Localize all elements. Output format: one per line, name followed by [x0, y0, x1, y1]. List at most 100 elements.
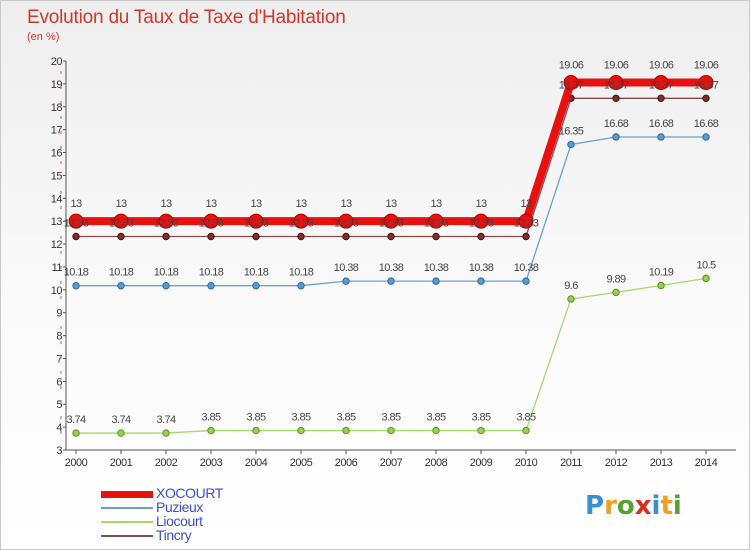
- data-point-puzieux: [162, 282, 170, 290]
- data-point-liocourt: [567, 295, 575, 303]
- data-label-puzieux: 16.35: [559, 126, 584, 138]
- data-label-puzieux: 10.18: [64, 267, 89, 279]
- data-label-xocourt: 19.06: [649, 60, 674, 72]
- data-point-tincry: [702, 94, 710, 102]
- data-label-xocourt: 13: [475, 198, 487, 210]
- data-point-xocourt: [608, 75, 624, 91]
- data-label-liocourt: 3.85: [471, 412, 490, 424]
- y-tick-label: 7: [56, 353, 62, 365]
- data-label-tincry: 12.33: [199, 218, 224, 230]
- data-point-tincry: [657, 94, 665, 102]
- data-point-tincry: [387, 232, 395, 241]
- data-point-tincry: [117, 232, 125, 241]
- legend-swatch: [101, 490, 153, 498]
- data-label-puzieux: 10.38: [469, 262, 494, 274]
- x-tick-label: 2004: [245, 457, 268, 469]
- chart-unit-label: (en %): [27, 31, 60, 43]
- x-tick-label: 2014: [695, 457, 718, 469]
- data-label-liocourt: 3.85: [336, 412, 355, 424]
- data-point-liocourt: [432, 426, 440, 435]
- data-point-xocourt: [383, 213, 399, 229]
- data-label-xocourt: 13: [385, 198, 397, 210]
- data-label-xocourt: 13: [160, 198, 172, 210]
- data-label-tincry: 12.33: [424, 218, 449, 230]
- data-label-liocourt: 3.85: [381, 412, 400, 424]
- y-tick-label: 19: [51, 79, 63, 91]
- y-tick-label: 15: [51, 170, 63, 182]
- data-label-xocourt: 13: [115, 198, 127, 210]
- x-tick-label: 2010: [515, 457, 538, 469]
- data-point-xocourt: [563, 75, 579, 91]
- data-label-xocourt: 19.06: [694, 60, 719, 72]
- y-tick-label: 20: [51, 56, 63, 68]
- x-tick-label: 2001: [110, 457, 133, 469]
- data-label-tincry: 12.33: [244, 218, 269, 230]
- data-label-tincry: 18.37: [649, 79, 674, 91]
- data-label-tincry: 18.37: [559, 79, 584, 91]
- y-tick-label: 11: [52, 262, 63, 274]
- data-point-tincry: [477, 232, 485, 241]
- legend-swatch: [101, 521, 153, 523]
- y-tick-label: 6: [56, 376, 62, 388]
- legend-label: Puzieux: [156, 499, 204, 515]
- data-point-xocourt: [698, 75, 714, 91]
- data-label-tincry: 12.33: [109, 218, 134, 230]
- data-point-tincry: [297, 232, 305, 241]
- data-label-liocourt: 3.85: [516, 412, 535, 424]
- x-tick-label: 2006: [335, 457, 358, 469]
- data-point-xocourt: [653, 75, 669, 91]
- data-point-xocourt: [248, 213, 264, 229]
- y-tick-label: 14: [51, 193, 63, 205]
- y-tick-label: 18: [51, 102, 63, 114]
- data-point-liocourt: [72, 429, 80, 437]
- data-point-puzieux: [657, 133, 665, 141]
- data-point-liocourt: [387, 426, 395, 435]
- y-tick-label: 4: [56, 422, 62, 434]
- data-label-liocourt: 10.5: [696, 259, 715, 271]
- data-point-liocourt: [297, 426, 305, 435]
- data-point-liocourt: [657, 281, 665, 290]
- x-tick-label: 2003: [200, 457, 223, 469]
- data-point-puzieux: [117, 282, 125, 290]
- data-label-liocourt: 3.74: [66, 414, 85, 426]
- legend-item-puzieux: Puzieux: [101, 499, 341, 515]
- data-label-xocourt: 19.06: [559, 60, 584, 72]
- x-tick-label: 2012: [605, 457, 628, 469]
- data-point-xocourt: [113, 213, 129, 229]
- data-point-puzieux: [612, 133, 620, 141]
- y-tick-label: 10: [51, 285, 63, 297]
- legend-swatch: [101, 507, 153, 509]
- data-label-liocourt: 3.85: [291, 412, 310, 424]
- data-label-puzieux: 10.38: [334, 262, 359, 274]
- logo-letter: x: [634, 491, 652, 521]
- data-label-puzieux: 10.38: [514, 262, 539, 274]
- logo-letter: t: [660, 491, 673, 521]
- y-tick-label: 13: [51, 216, 63, 228]
- data-point-tincry: [207, 232, 215, 241]
- data-point-puzieux: [342, 277, 350, 285]
- logo-letter: i: [672, 491, 682, 521]
- data-point-liocourt: [117, 429, 125, 437]
- data-point-liocourt: [162, 429, 170, 437]
- proxiti-logo: Proxiti: [585, 491, 682, 521]
- logo-letter: r: [604, 491, 617, 521]
- data-label-xocourt: 13: [205, 198, 217, 210]
- x-tick-label: 2005: [290, 457, 313, 469]
- y-tick-label: 8: [56, 331, 62, 343]
- data-label-xocourt: 13: [250, 198, 262, 210]
- data-point-tincry: [342, 232, 350, 241]
- data-label-tincry: 12.33: [154, 218, 179, 230]
- data-label-liocourt: 3.85: [426, 412, 445, 424]
- legend-item-xocourt: XOCOURT: [101, 485, 341, 501]
- data-label-tincry: 12.33: [289, 218, 314, 230]
- chart-title: Evolution du Taux de Taxe d'Habitation: [27, 7, 346, 28]
- data-label-puzieux: 10.38: [379, 262, 404, 274]
- legend-swatch: [101, 535, 153, 537]
- data-point-puzieux: [477, 277, 485, 285]
- x-tick-label: 2013: [650, 457, 673, 469]
- data-label-liocourt: 3.85: [201, 412, 220, 424]
- y-tick-label: 3: [56, 445, 62, 457]
- data-label-xocourt: 13: [520, 198, 532, 210]
